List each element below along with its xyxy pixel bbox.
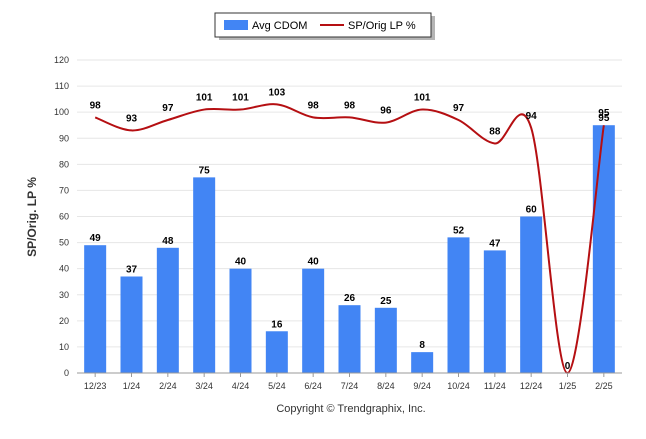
y-tick-label: 30 — [59, 290, 69, 300]
line-series — [94, 103, 605, 375]
bar-value-label: 16 — [271, 319, 283, 330]
y-tick-label: 40 — [59, 264, 69, 274]
line-value-label: 98 — [344, 100, 356, 111]
x-tick-label: 3/24 — [195, 381, 213, 391]
y-tick-label: 0 — [64, 368, 69, 378]
y-tick-label: 50 — [59, 238, 69, 248]
line-value-label: 94 — [526, 111, 538, 122]
bar-value-label: 47 — [489, 238, 501, 249]
bar-value-label: 37 — [126, 264, 138, 275]
line-value-label: 97 — [162, 103, 174, 114]
bar-value-label: 49 — [90, 233, 102, 244]
line-value-label: 95 — [598, 108, 610, 119]
x-tick-label: 2/25 — [595, 381, 613, 391]
y-tick-label: 60 — [59, 212, 69, 222]
x-tick-label: 5/24 — [268, 381, 286, 391]
bar-value-label: 40 — [235, 257, 247, 268]
x-tick-label: 12/24 — [520, 381, 543, 391]
y-tick-label: 70 — [59, 185, 69, 195]
line-value-label: 98 — [90, 100, 102, 111]
bar-value-label: 48 — [162, 236, 174, 247]
legend: Avg CDOM SP/Orig LP % — [214, 12, 435, 40]
y-tick-label: 120 — [54, 55, 69, 65]
x-tick-label: 4/24 — [232, 381, 250, 391]
bar — [120, 276, 143, 373]
bar — [520, 216, 543, 373]
bar-value-label: 95 — [598, 113, 610, 124]
x-tick-label: 11/24 — [484, 381, 506, 391]
bar-value-label: 60 — [526, 205, 538, 216]
line-value-label: 88 — [489, 126, 501, 137]
copyright-text: Copyright © Trendgraphix, Inc. — [276, 403, 425, 415]
bar — [483, 250, 506, 373]
line-value-label: 0 — [565, 361, 571, 372]
bar — [156, 247, 179, 373]
bars — [84, 125, 615, 373]
x-tick-label: 7/24 — [341, 381, 359, 391]
x-tick-label: 2/24 — [159, 381, 177, 391]
x-tick-label: 9/24 — [413, 381, 431, 391]
line-value-label: 101 — [196, 93, 213, 104]
bar-value-label: 25 — [380, 296, 392, 307]
bar-value-label: 26 — [344, 293, 356, 304]
bar-value-label: 40 — [308, 257, 320, 268]
bar — [84, 245, 107, 373]
x-tick-label: 1/24 — [123, 381, 141, 391]
line-value-label: 96 — [380, 106, 392, 117]
bar — [374, 307, 397, 373]
y-tick-label: 100 — [54, 107, 69, 117]
bar-value-label: 8 — [419, 340, 425, 351]
bar — [592, 125, 615, 373]
line-value-label: 101 — [414, 93, 431, 104]
legend-label-line: SP/Orig LP % — [348, 20, 416, 32]
bar — [265, 331, 288, 373]
bar — [302, 268, 325, 373]
bar-value-label: 75 — [199, 165, 211, 176]
legend-label-bar: Avg CDOM — [252, 20, 307, 32]
y-tick-label: 20 — [59, 316, 69, 326]
x-tick-label: 1/25 — [559, 381, 577, 391]
x-tick-label: 12/23 — [84, 381, 107, 391]
line-value-label: 101 — [232, 93, 249, 104]
x-tick-label: 6/24 — [304, 381, 322, 391]
line-value-label: 103 — [268, 87, 285, 98]
x-tick-label: 10/24 — [447, 381, 470, 391]
x-tick-label: 8/24 — [377, 381, 395, 391]
bar — [411, 352, 434, 373]
y-axis-label: SP/Orig. LP % — [25, 177, 39, 257]
bar — [338, 305, 361, 373]
legend-swatch-bar — [224, 20, 248, 30]
y-tick-label: 90 — [59, 133, 69, 143]
y-tick-label: 10 — [59, 342, 69, 352]
bar-value-label: 52 — [453, 225, 465, 236]
y-tick-label: 80 — [59, 159, 69, 169]
bar — [447, 237, 470, 373]
data-labels: 49 37 48 75 40 16 40 26 25 8 52 47 60 95 98 93 97 101 101 1… — [90, 87, 610, 372]
y-tick-label: 110 — [55, 81, 69, 91]
line-value-label: 98 — [308, 100, 320, 111]
line-value-label: 97 — [453, 103, 465, 114]
bar — [193, 177, 216, 373]
bar — [229, 268, 252, 373]
line-value-label: 93 — [126, 113, 138, 124]
series-line — [94, 103, 605, 375]
